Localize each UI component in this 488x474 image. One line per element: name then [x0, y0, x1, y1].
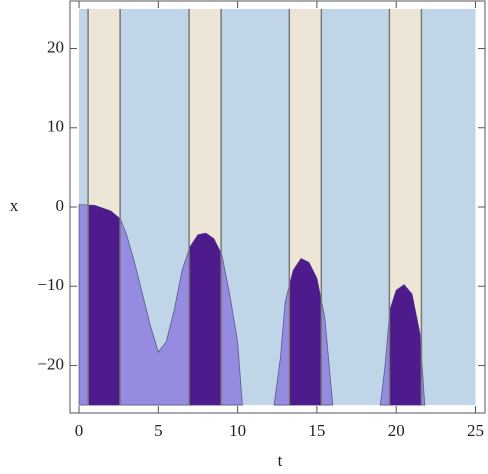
- x-axis-label: t: [278, 451, 283, 470]
- x-tick-label: 20: [388, 421, 405, 440]
- y-axis-label: x: [10, 196, 19, 215]
- y-tick-label: −20: [37, 354, 64, 373]
- x-tick-label: 5: [154, 421, 163, 440]
- y-tick-label: 10: [47, 117, 64, 136]
- y-tick-label: −10: [37, 275, 64, 294]
- y-tick-label: 0: [56, 196, 65, 215]
- y-tick-label: 20: [47, 37, 64, 56]
- x-tick-label: 10: [229, 421, 246, 440]
- x-tick-label: 15: [308, 421, 325, 440]
- x-tick-label: 0: [75, 421, 84, 440]
- x-tick-label: 25: [467, 421, 484, 440]
- plot-area: [78, 8, 476, 406]
